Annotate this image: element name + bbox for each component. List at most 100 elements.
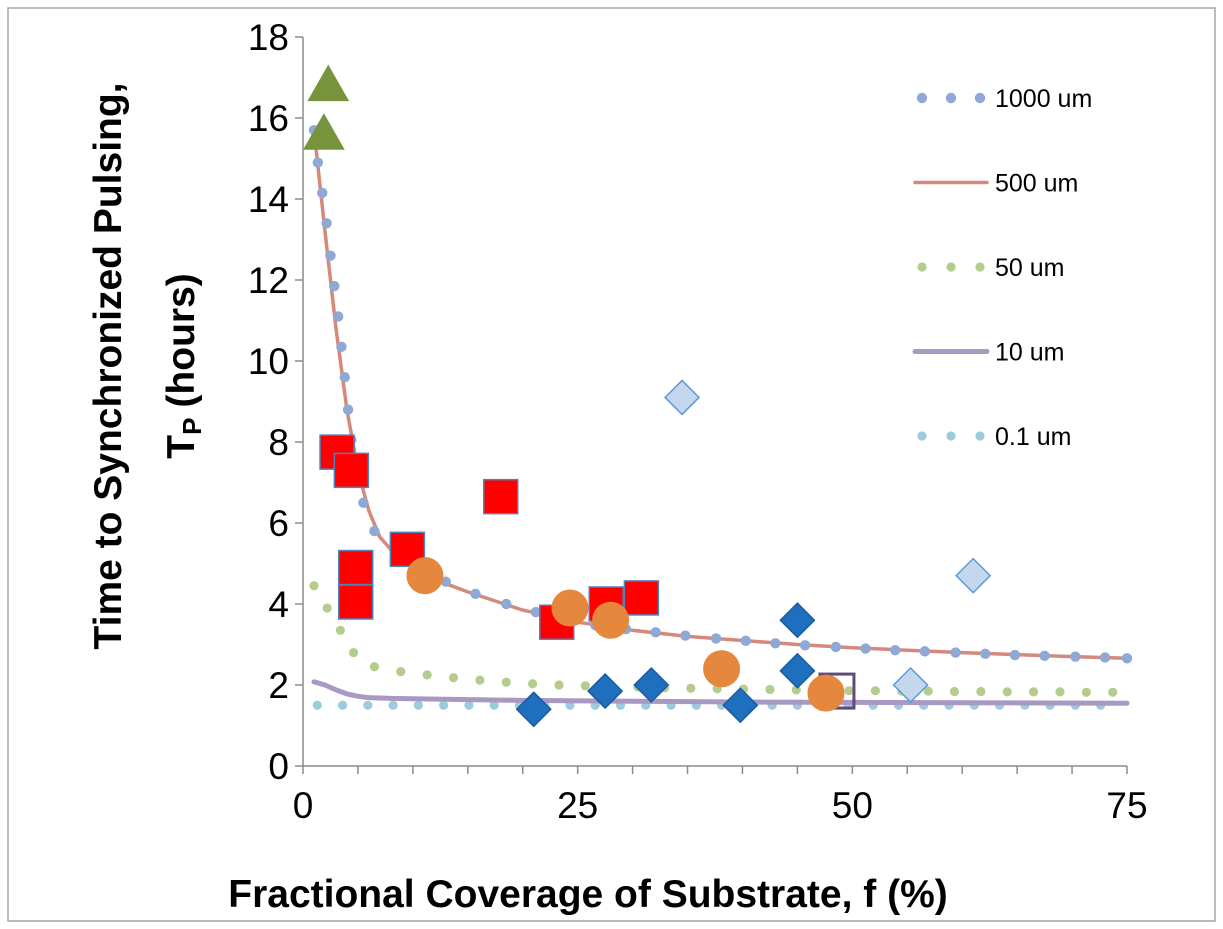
y-axis-title-unit: (hours) — [160, 273, 203, 407]
series-point — [312, 157, 324, 168]
legend-dot — [975, 431, 985, 441]
y-tick-label: 8 — [268, 422, 289, 463]
series-point — [1055, 687, 1065, 697]
series-point — [489, 700, 499, 710]
series-point — [1009, 649, 1021, 661]
series-point — [844, 686, 854, 696]
series-point — [1081, 687, 1091, 697]
y-tick-label: 16 — [248, 98, 289, 139]
series-point — [309, 581, 319, 591]
legend-dot — [946, 262, 956, 272]
y-tick-label: 10 — [248, 341, 289, 382]
legend-label: 50 um — [995, 254, 1064, 282]
series-point — [337, 700, 348, 710]
diamond-marker — [892, 666, 929, 704]
legend-dot — [975, 262, 985, 272]
square-marker — [337, 584, 374, 620]
series-point — [799, 640, 811, 651]
series-point — [369, 662, 380, 672]
y-tick-label: 2 — [268, 665, 289, 706]
x-tick-label: 0 — [293, 785, 314, 826]
series-point — [1002, 687, 1012, 697]
plot-area — [303, 64, 1133, 728]
y-tick-label: 14 — [248, 179, 289, 220]
series-point — [329, 280, 340, 292]
series-point — [448, 673, 459, 683]
series-point — [530, 606, 542, 618]
diamond-marker — [779, 602, 816, 639]
triangle-marker — [307, 64, 350, 102]
series-point — [919, 646, 931, 657]
series-point — [501, 677, 511, 687]
series-point — [325, 250, 336, 261]
y-tick-label: 6 — [268, 503, 289, 544]
series-point — [980, 648, 991, 660]
chart-border — [7, 7, 1216, 922]
series-point — [1070, 651, 1081, 662]
series-point — [413, 700, 423, 710]
y-axis-title-line1: Time to Synchronized Pulsing, — [87, 82, 130, 649]
series-point — [317, 187, 328, 199]
legend-label: 1000 um — [995, 85, 1092, 113]
triangle-marker — [303, 113, 345, 150]
diamond-marker — [955, 557, 992, 594]
circle-marker — [406, 557, 444, 595]
series-point — [336, 341, 347, 353]
series-point — [740, 635, 751, 647]
legend-label: 10 um — [995, 339, 1064, 367]
legend-label: 0.1 um — [995, 423, 1071, 451]
series-point — [949, 686, 960, 697]
x-tick-label: 25 — [557, 785, 598, 826]
series-point — [889, 644, 901, 656]
diamond-marker — [722, 687, 759, 724]
marker-group-circle — [406, 557, 845, 712]
series-point — [501, 598, 512, 610]
y-tick-label: 4 — [268, 584, 289, 625]
series-point — [950, 647, 961, 658]
series-point — [765, 684, 775, 695]
series-point — [860, 643, 871, 654]
legend-item: 0.1 um — [917, 423, 1071, 451]
circle-marker — [551, 589, 589, 627]
x-tick-label: 75 — [1106, 785, 1147, 826]
y-tick-label: 18 — [248, 17, 289, 58]
series-point — [528, 679, 538, 689]
series-point — [976, 686, 986, 697]
marker-group-diamond — [515, 602, 816, 728]
series-point — [440, 576, 452, 587]
series-point — [1029, 687, 1039, 697]
circle-marker — [807, 674, 845, 712]
series-point — [1121, 653, 1133, 664]
legend: 1000 um 500 um 50 um 10 um 0.1 um — [912, 85, 1092, 451]
legend-item: 500 um — [913, 170, 1078, 198]
series-point — [369, 525, 380, 537]
series-point — [650, 627, 661, 638]
square-marker — [623, 580, 660, 616]
legend-dot — [974, 92, 986, 104]
legend-item: 50 um — [917, 254, 1064, 282]
series-1000-um — [308, 124, 1133, 664]
series-point — [686, 683, 696, 693]
series-point — [710, 633, 722, 644]
series-point — [342, 404, 354, 415]
legend-dot — [945, 92, 957, 104]
square-marker — [337, 549, 374, 586]
series-point — [322, 603, 332, 613]
series-point — [1099, 652, 1111, 663]
legend-label: 500 um — [995, 170, 1078, 198]
diamond-marker — [663, 379, 701, 416]
series-point — [321, 218, 332, 229]
x-tick-label: 50 — [832, 785, 873, 826]
square-marker — [483, 478, 519, 515]
y-axis-title-symbol: T — [160, 435, 203, 459]
diamond-marker — [633, 666, 670, 704]
series-point — [923, 686, 933, 696]
y-tick-label: 0 — [268, 746, 289, 787]
y-tick-label: 12 — [248, 260, 289, 301]
axes — [295, 36, 1128, 774]
series-point — [312, 700, 322, 710]
series-point — [870, 686, 881, 696]
legend-dot — [917, 431, 927, 441]
series-point — [475, 675, 485, 685]
